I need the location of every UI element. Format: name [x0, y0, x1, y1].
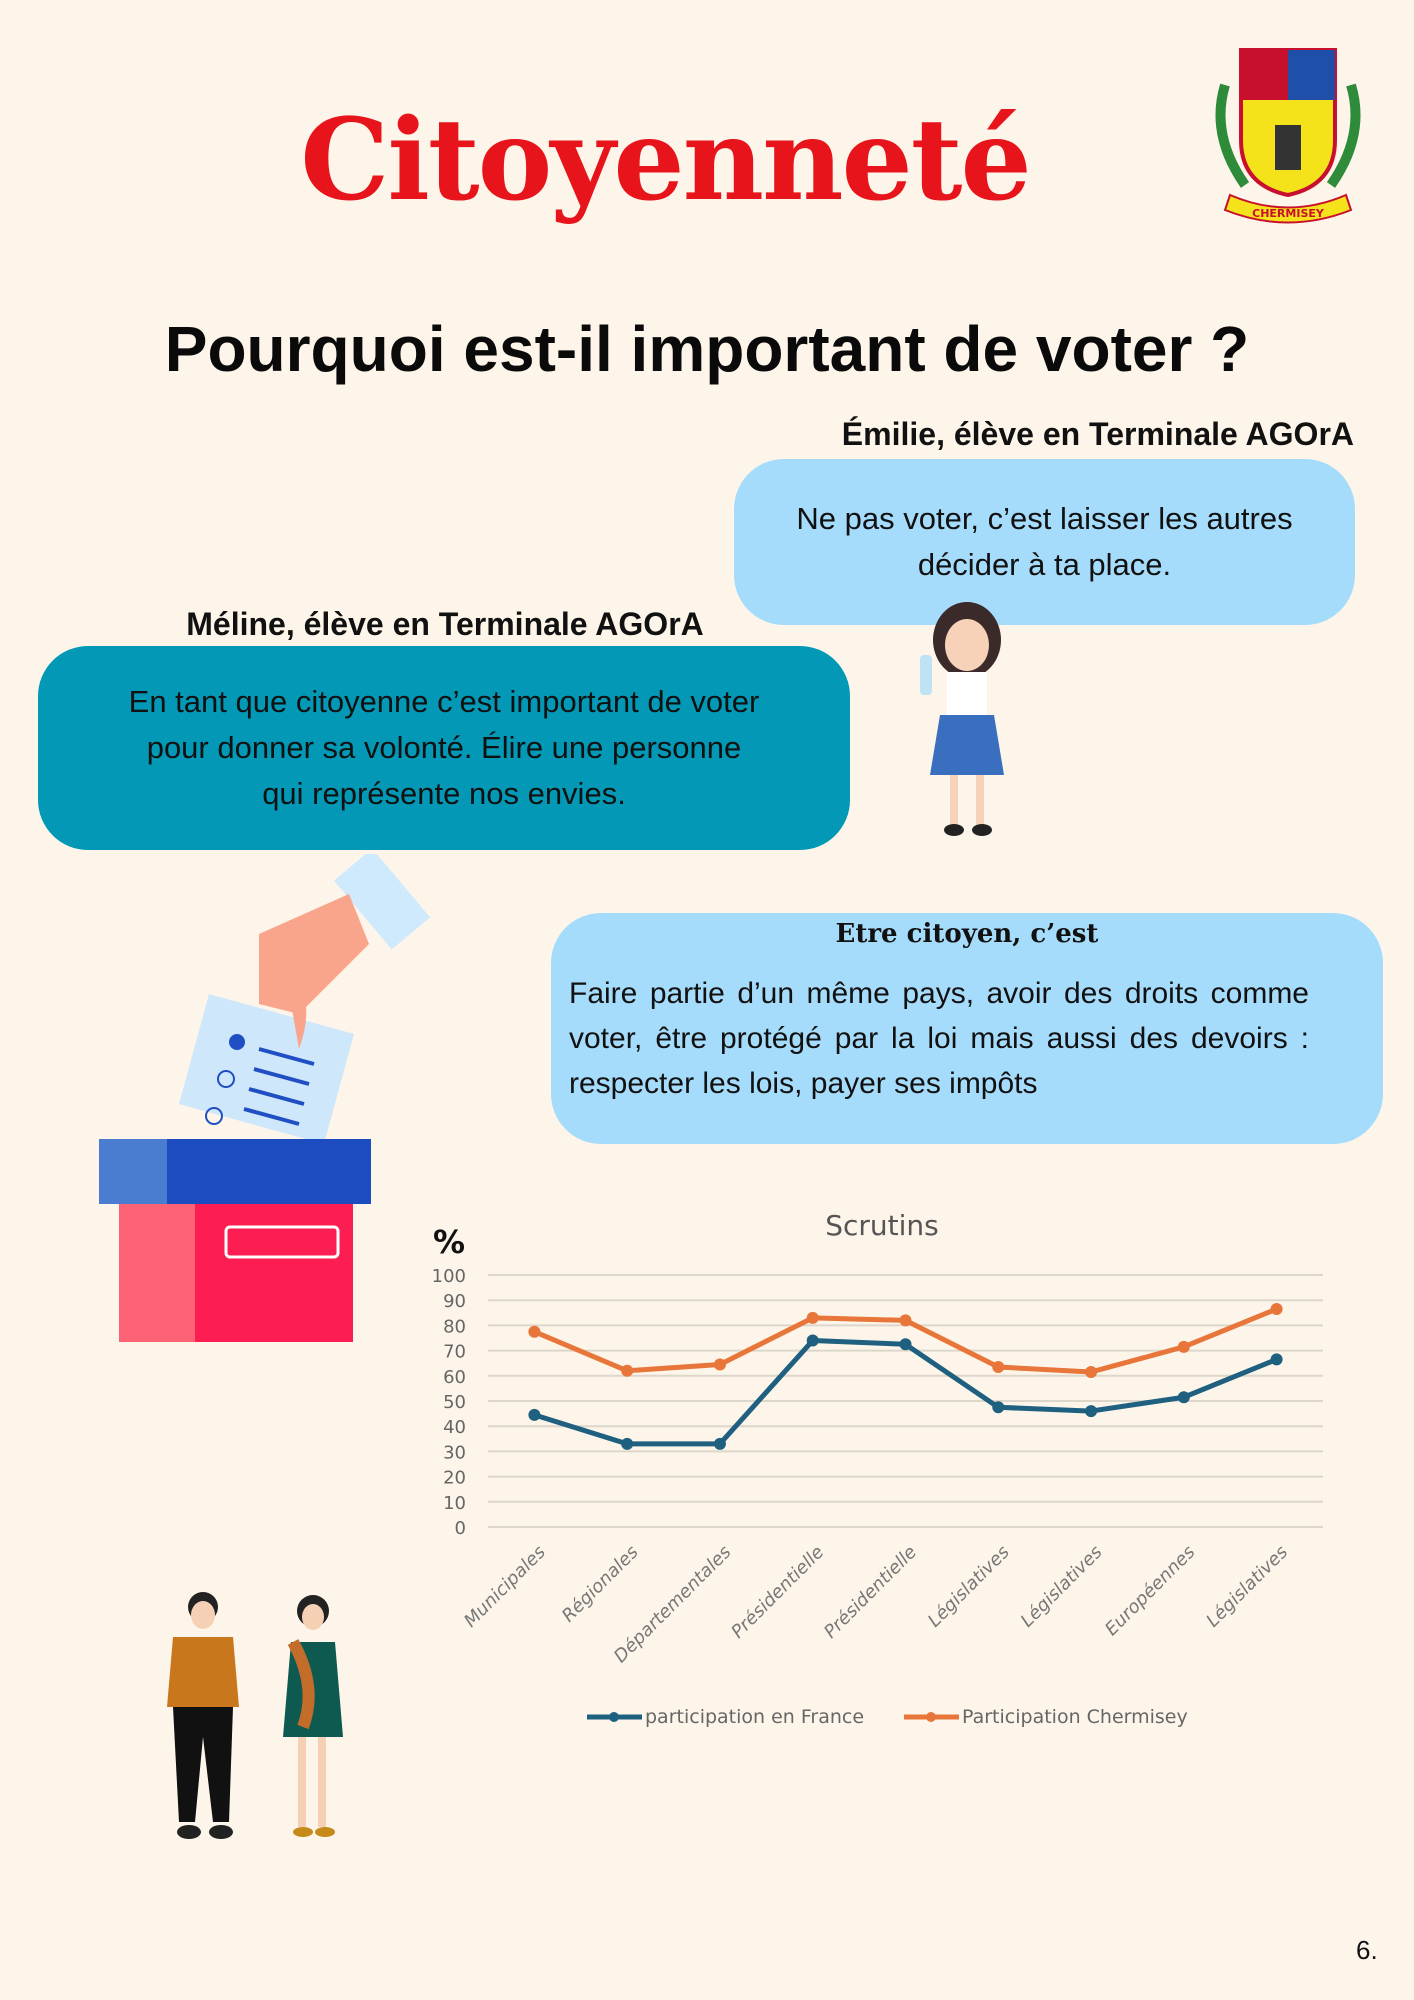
x-tick-label: Européennes: [1101, 1542, 1199, 1640]
ballot-box-voting-illustration: [99, 854, 431, 1342]
data-point: [1177, 1340, 1190, 1353]
page-number: 6.: [1356, 1935, 1378, 1965]
y-tick-label: 100: [432, 1266, 466, 1287]
data-point: [992, 1401, 1005, 1414]
legend-marker: [926, 1712, 936, 1722]
data-point: [1177, 1391, 1190, 1404]
y-tick-label: 60: [443, 1367, 466, 1388]
page-title: Citoyenneté: [300, 95, 1032, 226]
data-point: [621, 1437, 634, 1450]
x-tick-label: Présidentielle: [820, 1542, 921, 1643]
data-point: [899, 1338, 912, 1351]
x-tick-label: Législatives: [924, 1542, 1014, 1632]
citizen-definition-bubble: Etre citoyen, c’est Faire partie d’un mê…: [551, 913, 1383, 1144]
data-point: [1270, 1303, 1283, 1316]
y-tick-label: 20: [443, 1468, 466, 1489]
y-tick-label: 70: [443, 1342, 466, 1363]
meline-quote-text: En tant que citoyenne c’est important de…: [128, 684, 760, 811]
data-point: [1270, 1353, 1283, 1366]
citizen-definition-text: Faire partie d’un même pays, avoir des d…: [569, 977, 1309, 1100]
schoolgirl-illustration: [920, 602, 1004, 836]
emilie-quote-bubble: Ne pas voter, c’est laisser les autres d…: [734, 459, 1355, 625]
data-point: [713, 1358, 726, 1371]
y-tick-label: 50: [443, 1392, 466, 1413]
y-tick-label: 40: [443, 1417, 466, 1438]
data-point: [621, 1364, 634, 1377]
y-tick-label: 10: [443, 1493, 466, 1514]
emilie-author: Émilie, élève en Terminale AGOrA: [841, 416, 1354, 452]
data-point: [806, 1311, 819, 1324]
x-tick-label: Présidentielle: [727, 1542, 828, 1643]
legend-label: participation en France: [645, 1706, 864, 1728]
section-heading: Pourquoi est-il important de voter ?: [164, 313, 1250, 385]
y-tick-label: 30: [443, 1442, 466, 1463]
chermisey-coat-of-arms-logo: CHERMISEY: [1215, 48, 1361, 224]
citizen-definition-title: Etre citoyen, c’est: [835, 919, 1099, 949]
meline-quote-bubble: En tant que citoyenne c’est important de…: [38, 646, 850, 850]
y-tick-label: 80: [443, 1316, 466, 1337]
y-tick-label: 0: [455, 1518, 466, 1539]
data-point: [899, 1314, 912, 1327]
series-line: [533, 1338, 1278, 1447]
legend-marker: [609, 1712, 619, 1722]
data-point: [992, 1360, 1005, 1373]
data-point: [1085, 1366, 1098, 1379]
x-tick-label: Législatives: [1202, 1542, 1292, 1632]
data-point: [1085, 1405, 1098, 1418]
meline-author: Méline, élève en Terminale AGOrA: [186, 606, 704, 642]
two-people-illustration: [167, 1592, 343, 1839]
chart-title: Scrutins: [825, 1209, 939, 1242]
x-tick-label: Municipales: [460, 1542, 550, 1632]
y-axis-label: %: [433, 1223, 465, 1261]
x-tick-label: Régionales: [558, 1542, 643, 1627]
data-point: [528, 1325, 541, 1338]
data-point: [806, 1334, 819, 1347]
logo-text: CHERMISEY: [1252, 207, 1325, 220]
data-point: [713, 1437, 726, 1450]
x-tick-label: Législatives: [1017, 1542, 1107, 1632]
emilie-quote-text: Ne pas voter, c’est laisser les autres d…: [796, 501, 1293, 582]
data-point: [528, 1408, 541, 1421]
legend-label: Participation Chermisey: [962, 1706, 1188, 1728]
y-tick-label: 90: [443, 1291, 466, 1312]
